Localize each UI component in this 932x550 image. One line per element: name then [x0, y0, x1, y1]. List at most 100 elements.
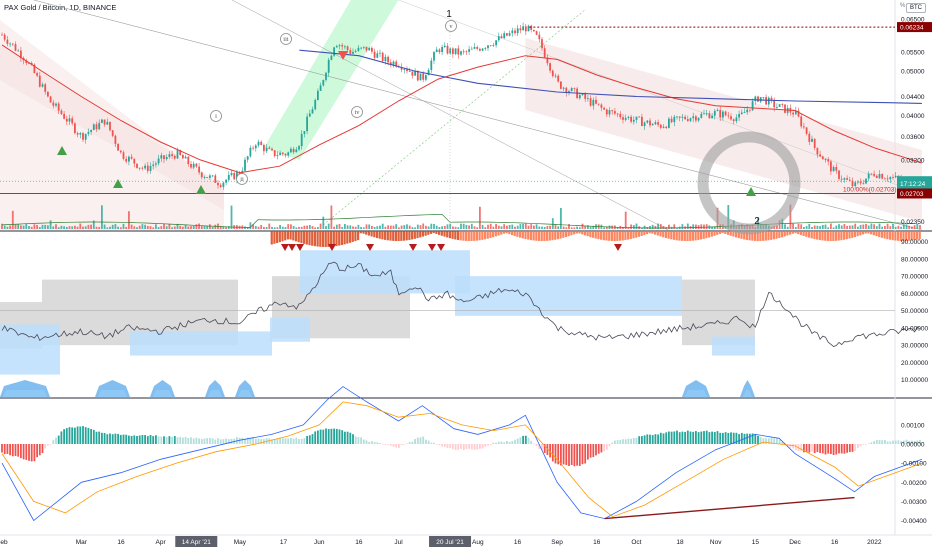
impulse-channel[interactable]	[263, 0, 399, 160]
volume-bar	[433, 224, 435, 229]
volume-bar	[854, 223, 857, 229]
candle-body	[508, 33, 511, 36]
wave-label-circle[interactable]	[351, 106, 363, 118]
volume-bar	[379, 225, 381, 229]
trendline[interactable]	[398, 0, 932, 200]
volume-bar	[276, 227, 279, 229]
macd-bar	[873, 441, 875, 444]
rsi-line[interactable]	[1, 261, 921, 347]
strip-bar	[616, 231, 619, 241]
strip-bar	[880, 231, 884, 238]
price-label-box[interactable]	[897, 178, 932, 189]
macd-bar	[692, 431, 695, 444]
buy-signal-icon[interactable]	[746, 187, 756, 196]
volume-bar	[171, 227, 173, 229]
candle-body	[603, 107, 605, 110]
strip-bar	[864, 231, 867, 234]
sell-signal-icon[interactable]	[338, 51, 348, 60]
macd-line[interactable]	[1, 386, 923, 522]
price-label-box[interactable]	[897, 22, 932, 33]
wave-label-circle[interactable]	[236, 173, 248, 185]
volume-bar	[657, 223, 659, 229]
volume-bar	[427, 226, 430, 229]
channel-right[interactable]	[525, 38, 922, 222]
candle-body	[616, 113, 619, 115]
trendline[interactable]	[33, 0, 922, 231]
fib-line[interactable]	[322, 9, 586, 226]
wave-label-circle[interactable]	[210, 110, 222, 122]
candle-body	[306, 116, 308, 132]
slow-moving-average[interactable]	[299, 49, 922, 104]
channel-left-band[interactable]	[0, 45, 225, 210]
candle-body	[568, 91, 570, 93]
strip-bar	[791, 231, 794, 234]
strip-bar	[691, 231, 695, 241]
strip-bar	[618, 231, 622, 241]
candle-body	[257, 141, 260, 146]
strip-bar	[278, 231, 281, 243]
strip-bar	[440, 231, 443, 236]
macd-bar	[47, 444, 49, 446]
candle-body	[848, 179, 851, 181]
candle-body	[211, 175, 214, 177]
macd-bar	[705, 430, 708, 444]
strip-bar	[870, 231, 873, 235]
strip-bar	[845, 231, 848, 240]
strip-bar	[546, 231, 549, 241]
candle-body	[71, 118, 74, 124]
macd-bar	[649, 434, 651, 444]
buy-signal-icon[interactable]	[57, 146, 67, 155]
divergence-line[interactable]	[604, 496, 855, 520]
buy-signal-icon[interactable]	[113, 179, 123, 188]
volume-bar	[173, 226, 176, 229]
trendline[interactable]	[231, 0, 669, 231]
macd-bar	[905, 439, 908, 444]
strip-bar	[813, 231, 816, 239]
candle-body	[765, 97, 767, 105]
volume-bar	[271, 226, 273, 229]
wave-label-circle[interactable]	[280, 33, 292, 45]
wave-label-circle[interactable]	[445, 20, 457, 32]
volume-bar	[125, 226, 128, 229]
candle-body	[719, 109, 722, 118]
macd-bar	[462, 444, 465, 451]
price-label-box[interactable]	[897, 188, 932, 199]
volume-bar	[92, 220, 95, 229]
volume-bar	[265, 227, 268, 229]
signal-line[interactable]	[1, 401, 923, 518]
candle-body	[659, 124, 662, 128]
volume-bar	[381, 223, 384, 229]
strip-bar	[829, 231, 832, 241]
strip-bar	[570, 231, 573, 236]
strip-bar	[300, 231, 303, 244]
candle-body	[14, 44, 17, 51]
strip-bar	[303, 231, 306, 244]
macd-bar	[381, 444, 384, 445]
macd-bar	[211, 438, 214, 444]
time-tick-label: 16	[831, 539, 839, 546]
candle-body	[427, 70, 430, 76]
time-tick-label: Oct	[631, 539, 641, 546]
macd-bar	[335, 428, 338, 444]
time-tick-label: May	[234, 539, 247, 546]
volume-bar	[106, 227, 109, 229]
strip-bar	[591, 231, 595, 238]
percent-scale-mark[interactable]: %	[900, 3, 906, 9]
volume-bar	[287, 224, 290, 229]
strip-bar	[305, 231, 308, 245]
fast-moving-average[interactable]	[1, 44, 923, 174]
macd-bar	[111, 434, 114, 444]
macd-bar	[219, 439, 222, 444]
macd-bar	[554, 444, 557, 464]
time-tick-label: 2022	[867, 539, 882, 546]
strip-bar	[313, 231, 317, 247]
volume-bar	[560, 208, 562, 229]
currency-badge[interactable]: BTC	[906, 3, 926, 13]
rsi-tick-label: 90.00000	[901, 239, 928, 246]
highlight-circle[interactable]	[697, 131, 801, 235]
macd-bar	[279, 437, 281, 444]
buy-signal-icon[interactable]	[196, 185, 206, 194]
macd-tick-label: -0.00300	[901, 499, 927, 506]
